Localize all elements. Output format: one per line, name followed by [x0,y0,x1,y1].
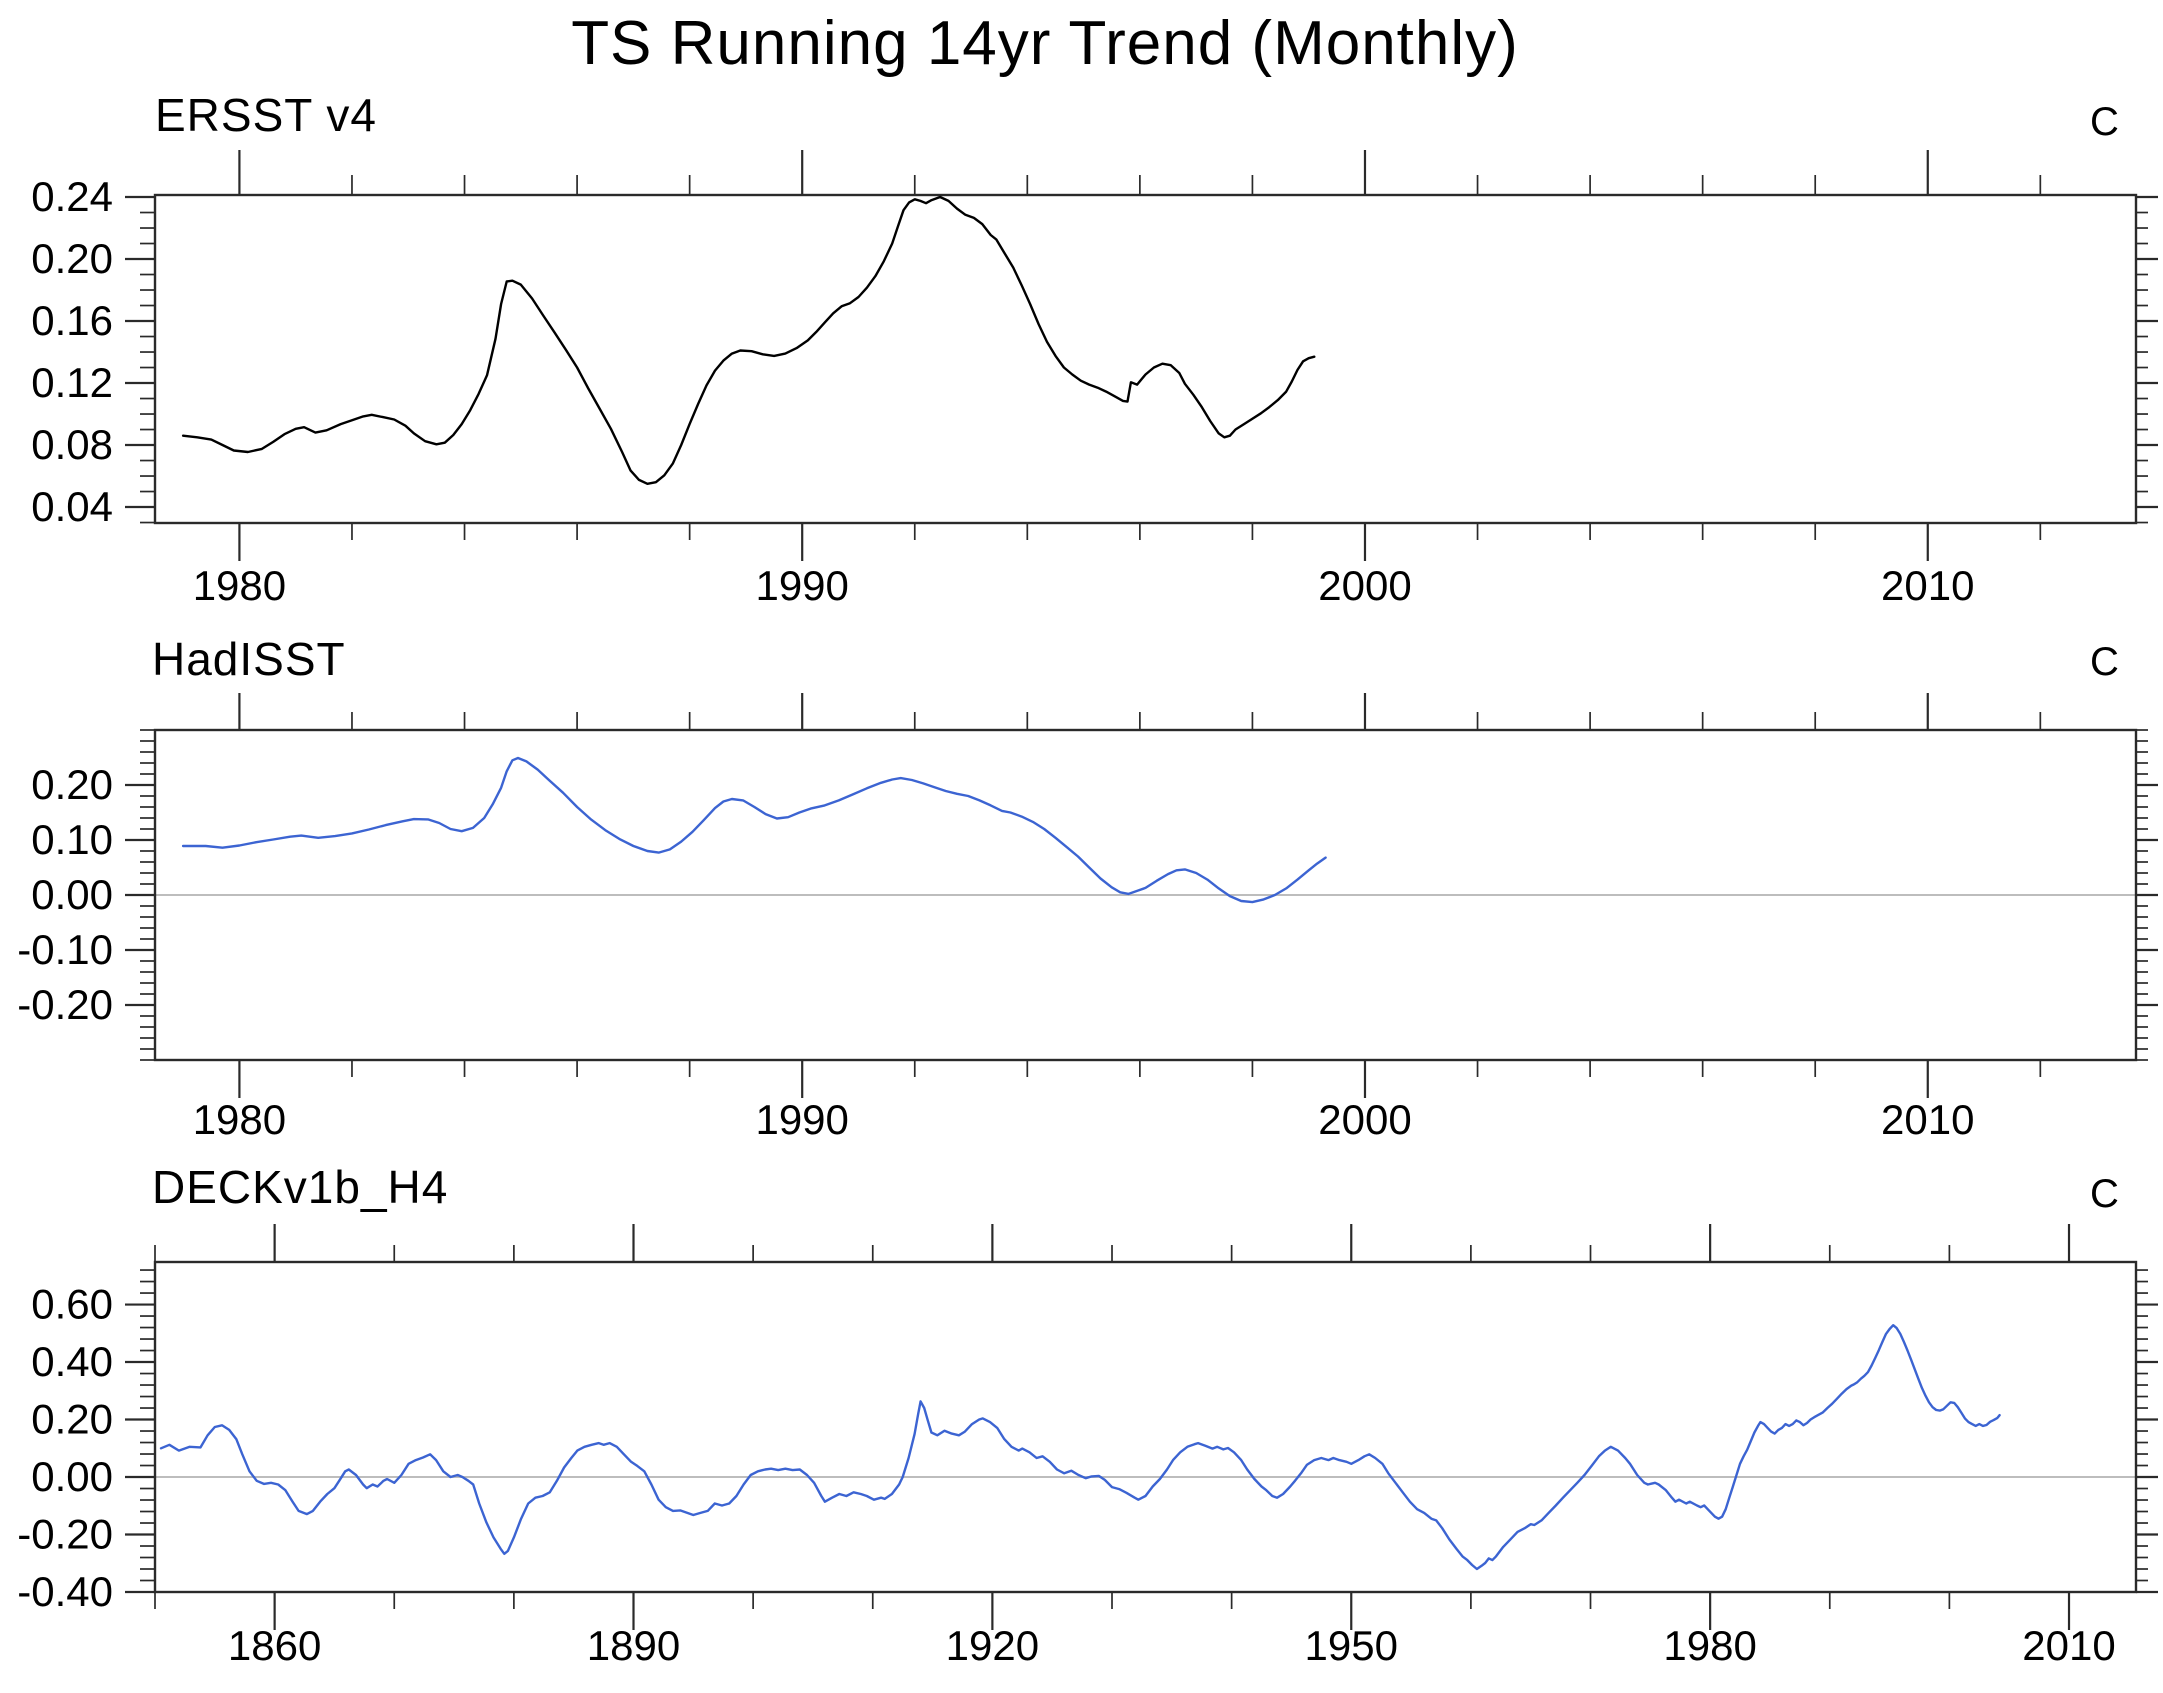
panel-title-deckv1b-h4: DECKv1b_H4 [152,1161,449,1213]
y-tick-label: -0.20 [17,981,113,1028]
plot-box [153,728,2138,1062]
x-tick-label: 1990 [755,1096,848,1143]
panel-title-ersst-v4: ERSST v4 [155,89,377,141]
panel-hadisst: 1980 1990 2000 2010 0.20 0.10 0.00 -0.10 -0.20 [17,693,2158,1143]
y-tick-label: -0.20 [17,1511,113,1558]
unit-label-celsius-panel3: C [2090,1172,2119,1216]
y-tick-label: 0.20 [31,761,113,808]
data-line-hadisst [181,756,1327,904]
plot-box [153,193,2138,525]
y-tick-label: 0.20 [31,1396,113,1443]
unit-label-celsius-panel2: C [2090,640,2119,684]
x-tick-label: 1920 [946,1622,1039,1669]
y-tick-label: 0.12 [31,359,113,406]
y-tick-label: 0.04 [31,483,113,530]
chart-title: TS Running 14yr Trend (Monthly) [571,9,1519,78]
data-line-deckv1b-h4 [159,1323,2001,1571]
panel-ersst-v4: 1980 1990 2000 2010 0.24 0.20 0.16 0.12 0.08 0.04 [31,150,2158,609]
unit-label-celsius-panel1: C [2090,100,2119,144]
x-tick-label: 2010 [2022,1622,2115,1669]
x-tick-label: 2010 [1881,562,1974,609]
y-tick-label: 0.24 [31,173,113,220]
y-tick-label: 0.40 [31,1338,113,1385]
x-tick-label: 1860 [228,1622,321,1669]
y-tick-label: 0.20 [31,235,113,282]
y-tick-label: 0.08 [31,421,113,468]
y-tick-label: -0.40 [17,1568,113,1615]
x-tick-label: 1950 [1305,1622,1398,1669]
y-tick-label: -0.10 [17,926,113,973]
x-tick-label: 1980 [193,1096,286,1143]
x-tick-label: 2000 [1318,562,1411,609]
x-tick-label: 2010 [1881,1096,1974,1143]
y-tick-label: 0.00 [31,1453,113,1500]
y-tick-label: 0.16 [31,297,113,344]
x-tick-label: 1990 [755,562,848,609]
panel-title-hadisst: HadISST [152,633,346,685]
x-tick-label: 1890 [587,1622,680,1669]
y-tick-label: 0.00 [31,871,113,918]
data-line-ersst-v4 [181,195,1316,485]
y-tick-label: 0.60 [31,1281,113,1328]
x-tick-label: 1980 [1663,1622,1756,1669]
y-tick-label: 0.10 [31,816,113,863]
x-tick-label: 1980 [193,562,286,609]
plot-box [153,1260,2138,1594]
x-tick-label: 2000 [1318,1096,1411,1143]
panel-deckv1b-h4: 1860 1890 1920 1950 1980 2010 0.60 0.40 0.20 0.00… [17,1224,2158,1669]
